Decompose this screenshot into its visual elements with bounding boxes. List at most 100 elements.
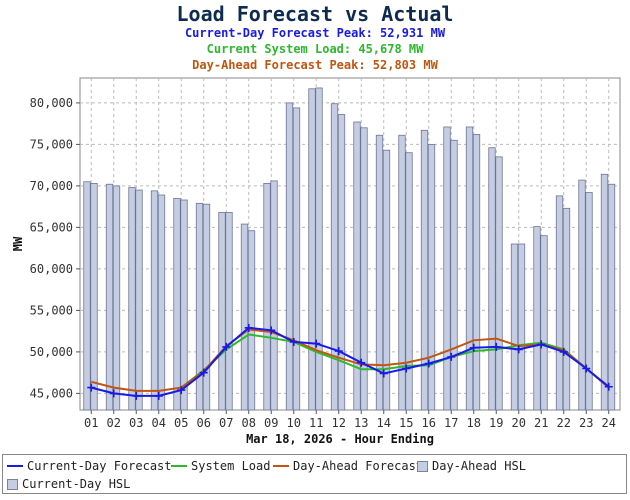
bar-current-day-hsl <box>247 230 256 411</box>
legend-label: Day-Ahead Forecast <box>293 459 424 473</box>
bar-day-ahead-hsl <box>285 102 294 411</box>
legend-label: Day-Ahead HSL <box>432 459 526 473</box>
bar-day-ahead-hsl <box>353 121 361 411</box>
point-current-day-forecast <box>199 368 208 377</box>
bar-day-ahead-hsl <box>465 126 474 411</box>
bar-day-ahead-hsl <box>218 212 226 411</box>
bar-day-ahead-hsl <box>308 88 316 411</box>
bar-day-ahead-hsl <box>105 183 114 411</box>
bar-current-day-hsl <box>225 212 233 411</box>
bar-day-ahead-hsl <box>510 243 519 411</box>
green-line-icon <box>171 465 187 467</box>
bar-day-ahead-hsl <box>128 187 136 411</box>
bar-day-ahead-hsl <box>600 173 609 411</box>
y-tick-label: 60,000 <box>30 262 73 276</box>
bar-current-day-hsl <box>472 134 481 411</box>
point-current-day-forecast <box>334 347 343 356</box>
point-current-day-forecast <box>604 382 613 391</box>
x-tick-label: 10 <box>287 416 301 430</box>
bar-current-day-hsl <box>382 149 391 411</box>
y-tick-label: 80,000 <box>30 96 73 110</box>
bar-current-day-hsl <box>495 156 503 411</box>
day-ahead-forecast-peak: Day-Ahead Forecast Peak: 52,803 MW <box>192 58 438 72</box>
point-current-day-forecast <box>177 386 186 395</box>
point-current-day-forecast <box>357 358 366 367</box>
bar-day-ahead-hsl <box>578 179 586 411</box>
x-tick-label: 05 <box>174 416 188 430</box>
x-tick-label: 20 <box>512 416 526 430</box>
y-tick-label: 75,000 <box>30 137 73 151</box>
bar-current-day-hsl <box>405 152 413 411</box>
x-tick-label: 08 <box>242 416 256 430</box>
orange-line-icon <box>273 465 289 467</box>
x-tick-label: 01 <box>84 416 98 430</box>
bar-current-day-hsl <box>157 194 166 411</box>
bar-current-day-hsl <box>585 192 593 411</box>
legend-label: System Load <box>191 459 271 473</box>
bar-day-ahead-hsl <box>420 129 429 411</box>
point-current-day-forecast <box>222 342 231 351</box>
bar-swatch-icon <box>417 460 428 472</box>
point-current-day-forecast <box>559 347 568 356</box>
x-tick-label: 03 <box>129 416 143 430</box>
bar-current-day-hsl <box>135 189 143 411</box>
x-tick-label: 21 <box>534 416 548 430</box>
legend-item-current-day-forecast: Current-Day Forecast <box>7 459 172 473</box>
bar-swatch-icon <box>7 478 18 490</box>
point-current-day-forecast <box>154 391 163 400</box>
blue-line-plus-icon <box>7 465 23 467</box>
legend-item-current-day-hsl: Current-Day HSL <box>7 477 130 491</box>
current-system-load: Current System Load: 45,678 MW <box>206 42 424 56</box>
point-current-day-forecast <box>469 343 478 352</box>
point-current-day-forecast <box>132 391 141 400</box>
x-tick-label: 19 <box>489 416 503 430</box>
bar-current-day-hsl <box>270 180 278 411</box>
bar-current-day-hsl <box>180 199 188 411</box>
chart-legend: Current-Day Forecast System Load Day-Ahe… <box>2 454 627 494</box>
bar-day-ahead-hsl <box>555 195 564 411</box>
y-tick-label: 45,000 <box>30 386 73 400</box>
x-tick-label: 23 <box>579 416 593 430</box>
bar-current-day-hsl <box>292 107 301 411</box>
y-tick-label: 50,000 <box>30 345 73 359</box>
bar-day-ahead-hsl <box>533 226 541 411</box>
line-system-load <box>180 333 610 389</box>
x-tick-label: 13 <box>354 416 368 430</box>
bar-current-day-hsl <box>112 185 121 411</box>
x-tick-label: 02 <box>107 416 121 430</box>
bar-day-ahead-hsl <box>150 190 159 411</box>
legend-item-day-ahead-forecast: Day-Ahead Forecast <box>273 459 423 473</box>
bar-day-ahead-hsl <box>398 134 406 411</box>
x-tick-label: 11 <box>309 416 323 430</box>
legend-label: Current-Day HSL <box>22 477 131 491</box>
bar-day-ahead-hsl <box>263 183 271 411</box>
bar-current-day-hsl <box>427 143 436 411</box>
current-day-forecast-peak: Current-Day Forecast Peak: 52,931 MW <box>184 26 446 40</box>
bar-day-ahead-hsl <box>488 147 496 411</box>
point-current-day-forecast <box>267 326 276 335</box>
load-chart: 45,000 50,000 55,000 60,000 65,000 70,000 75,0… <box>11 77 621 446</box>
point-current-day-forecast <box>514 345 523 354</box>
point-current-day-forecast <box>537 340 546 349</box>
chart-title: Load Forecast vs Actual <box>176 2 454 26</box>
bar-current-day-hsl <box>337 114 346 411</box>
x-tick-label: 06 <box>197 416 211 430</box>
bar-day-ahead-hsl <box>240 223 249 411</box>
x-tick-label: 14 <box>377 416 391 430</box>
bar-current-day-hsl <box>202 203 211 411</box>
bar-current-day-hsl <box>450 139 458 411</box>
bar-current-day-hsl <box>90 183 98 411</box>
y-tick-label: 55,000 <box>30 303 73 317</box>
x-tick-label: 17 <box>444 416 458 430</box>
bar-current-day-hsl <box>360 127 368 411</box>
line-day-ahead-forecast <box>91 328 610 392</box>
bar-day-ahead-hsl <box>195 202 204 411</box>
bar-current-day-hsl <box>562 207 571 411</box>
x-tick-label: 04 <box>152 416 166 430</box>
bar-day-ahead-hsl <box>330 103 339 411</box>
legend-item-system-load: System Load <box>171 459 270 473</box>
bar-current-day-hsl <box>540 235 548 411</box>
bar-current-day-hsl <box>315 87 323 411</box>
plot-area <box>79 77 621 411</box>
point-current-day-forecast <box>244 323 253 332</box>
